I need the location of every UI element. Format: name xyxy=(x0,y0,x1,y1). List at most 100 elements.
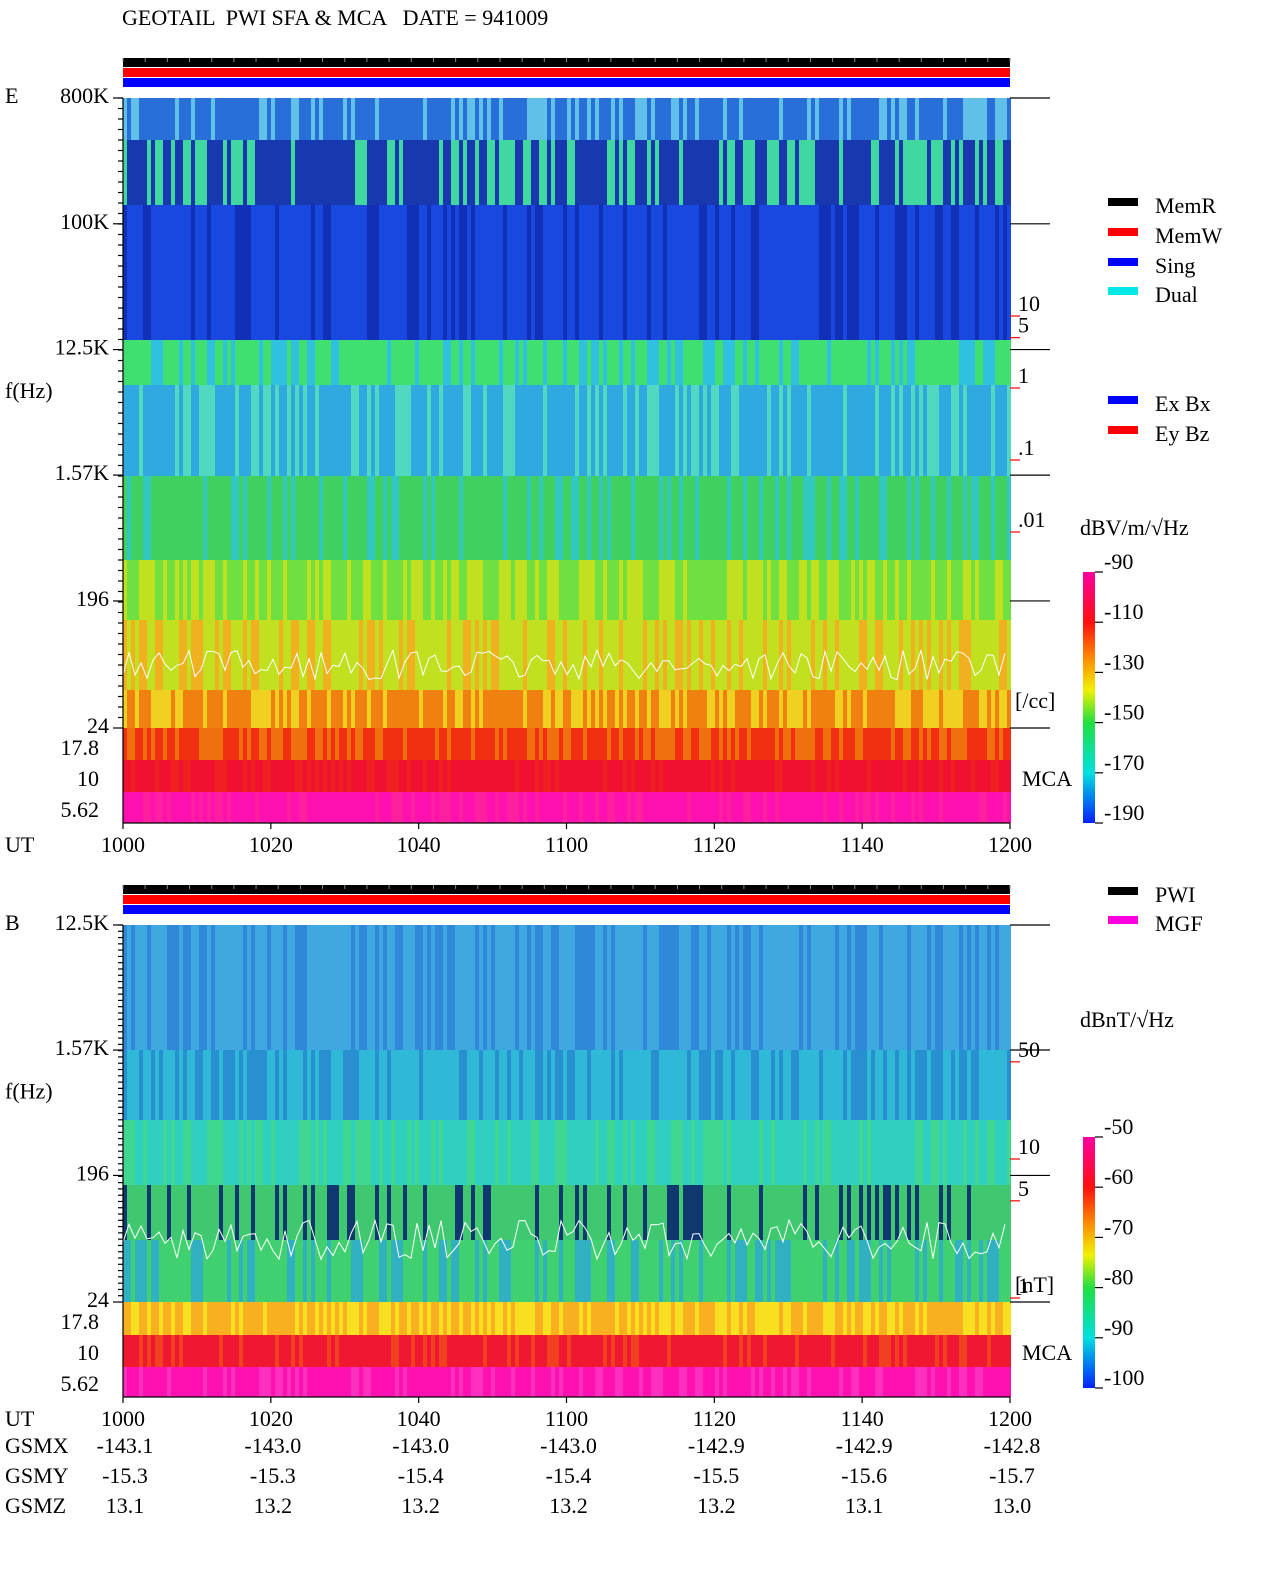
spectrogram-cell xyxy=(175,1240,179,1302)
spectrogram-cell xyxy=(795,1185,799,1240)
spectrogram-cell xyxy=(775,98,779,140)
spectrogram-cell xyxy=(883,728,887,760)
spectrogram-cell xyxy=(275,140,279,205)
spectrogram-cell xyxy=(655,620,659,690)
spectrogram-cell xyxy=(711,728,715,760)
spectrogram-cell xyxy=(771,728,775,760)
spectrogram-cell xyxy=(435,560,439,620)
spectrogram-cell xyxy=(487,792,491,823)
spectrogram-cell xyxy=(843,1050,847,1120)
spectrogram-cell xyxy=(335,385,339,476)
spectrogram-cell xyxy=(315,925,319,1050)
spectrogram-cell xyxy=(227,140,231,205)
spectrogram-cell xyxy=(603,792,607,823)
spectrogram-cell xyxy=(711,1050,715,1120)
spectrogram-cell xyxy=(895,476,899,560)
spectrogram-cell xyxy=(315,205,319,340)
spectrogram-cell xyxy=(359,925,363,1050)
spectrogram-cell xyxy=(979,760,983,792)
spectrogram-cell xyxy=(451,1120,455,1185)
spectrogram-cell xyxy=(699,620,703,690)
spectrogram-cell xyxy=(667,140,671,205)
spectrogram-cell xyxy=(131,1120,135,1185)
spectrogram-cell xyxy=(375,1367,379,1397)
spectrogram-cell xyxy=(675,1240,679,1302)
spectrogram-cell xyxy=(959,760,963,792)
spectrogram-cell xyxy=(615,140,619,205)
spectrogram-cell xyxy=(139,792,143,823)
spectrogram-cell xyxy=(567,1367,571,1397)
spectrogram-cell xyxy=(759,760,763,792)
spectrogram-cell xyxy=(311,760,315,792)
spectrogram-cell xyxy=(619,1185,623,1240)
spectrogram-cell xyxy=(535,925,539,1050)
spectrogram-cell xyxy=(635,476,639,560)
spectrogram-cell xyxy=(495,792,499,823)
spectrogram-cell xyxy=(735,140,739,205)
spectrogram-cell xyxy=(267,1240,271,1302)
spectrogram-cell xyxy=(803,476,807,560)
spectrogram-cell xyxy=(295,760,299,792)
spectrogram-cell xyxy=(671,205,675,340)
spectrogram-cell xyxy=(975,690,979,728)
spectrogram-cell xyxy=(615,925,619,1050)
spectrogram-cell xyxy=(287,560,291,620)
spectrogram-cell xyxy=(195,476,199,560)
spectrogram-cell xyxy=(971,98,975,140)
spectrogram-cell xyxy=(311,1185,315,1240)
spectrogram-cell xyxy=(571,560,575,620)
spectrogram-cell xyxy=(299,140,303,205)
spectrogram-cell xyxy=(455,1185,459,1240)
spectrogram-cell xyxy=(867,728,871,760)
spectrogram-cell xyxy=(187,925,191,1050)
spectrogram-cell xyxy=(511,1367,515,1397)
spectrogram-cell xyxy=(195,1185,199,1240)
spectrogram-cell xyxy=(975,760,979,792)
spectrogram-cell xyxy=(219,476,223,560)
spectrogram-cell xyxy=(411,140,415,205)
spectrogram-cell xyxy=(287,476,291,560)
spectrogram-cell xyxy=(899,1302,903,1335)
spectrogram-cell xyxy=(583,1050,587,1120)
spectrogram-cell xyxy=(651,140,655,205)
spectrogram-cell xyxy=(787,728,791,760)
spectrogram-cell xyxy=(419,690,423,728)
spectrogram-cell xyxy=(363,1302,367,1335)
spectrogram-cell xyxy=(431,760,435,792)
spectrogram-cell xyxy=(923,560,927,620)
spectrogram-cell xyxy=(891,1185,895,1240)
spectrogram-cell xyxy=(535,1240,539,1302)
spectrogram-cell xyxy=(719,1367,723,1397)
spectrogram-cell xyxy=(651,792,655,823)
spectrogram-cell xyxy=(227,620,231,690)
spectrogram-cell xyxy=(751,1120,755,1185)
spectrogram-cell xyxy=(795,1335,799,1367)
spectrogram-cell xyxy=(455,792,459,823)
spectrogram-cell xyxy=(367,385,371,476)
spectrogram-cell xyxy=(251,1240,255,1302)
spectrogram-cell xyxy=(931,792,935,823)
spectrogram-cell xyxy=(255,620,259,690)
spectrogram-cell xyxy=(651,476,655,560)
spectrogram-cell xyxy=(571,760,575,792)
spectrogram-cell xyxy=(615,1120,619,1185)
spectrogram-cell xyxy=(207,98,211,140)
spectrogram-cell xyxy=(687,476,691,560)
spectrogram-cell xyxy=(143,140,147,205)
spectrogram-cell xyxy=(255,925,259,1050)
spectrogram-cell xyxy=(719,385,723,476)
spectrogram-cell xyxy=(467,340,471,385)
spectrogram-cell xyxy=(563,1120,567,1185)
spectrogram-cell xyxy=(891,140,895,205)
spectrogram-cell xyxy=(935,476,939,560)
spectrogram-cell xyxy=(263,205,267,340)
spectrogram-cell xyxy=(355,98,359,140)
spectrogram-cell xyxy=(383,560,387,620)
spectrogram-cell xyxy=(503,792,507,823)
spectrogram-cell xyxy=(495,690,499,728)
spectrogram-cell xyxy=(551,560,555,620)
spectrogram-cell xyxy=(427,98,431,140)
spectrogram-cell xyxy=(515,690,519,728)
spectrogram-cell xyxy=(463,1367,467,1397)
spectrogram-cell xyxy=(867,1335,871,1367)
